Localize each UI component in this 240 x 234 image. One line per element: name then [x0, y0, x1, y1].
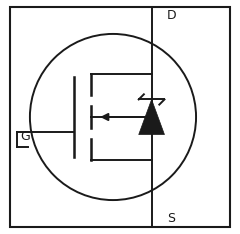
Text: G: G — [21, 130, 30, 143]
Polygon shape — [139, 99, 164, 135]
Text: D: D — [167, 9, 176, 22]
Text: S: S — [167, 212, 175, 225]
